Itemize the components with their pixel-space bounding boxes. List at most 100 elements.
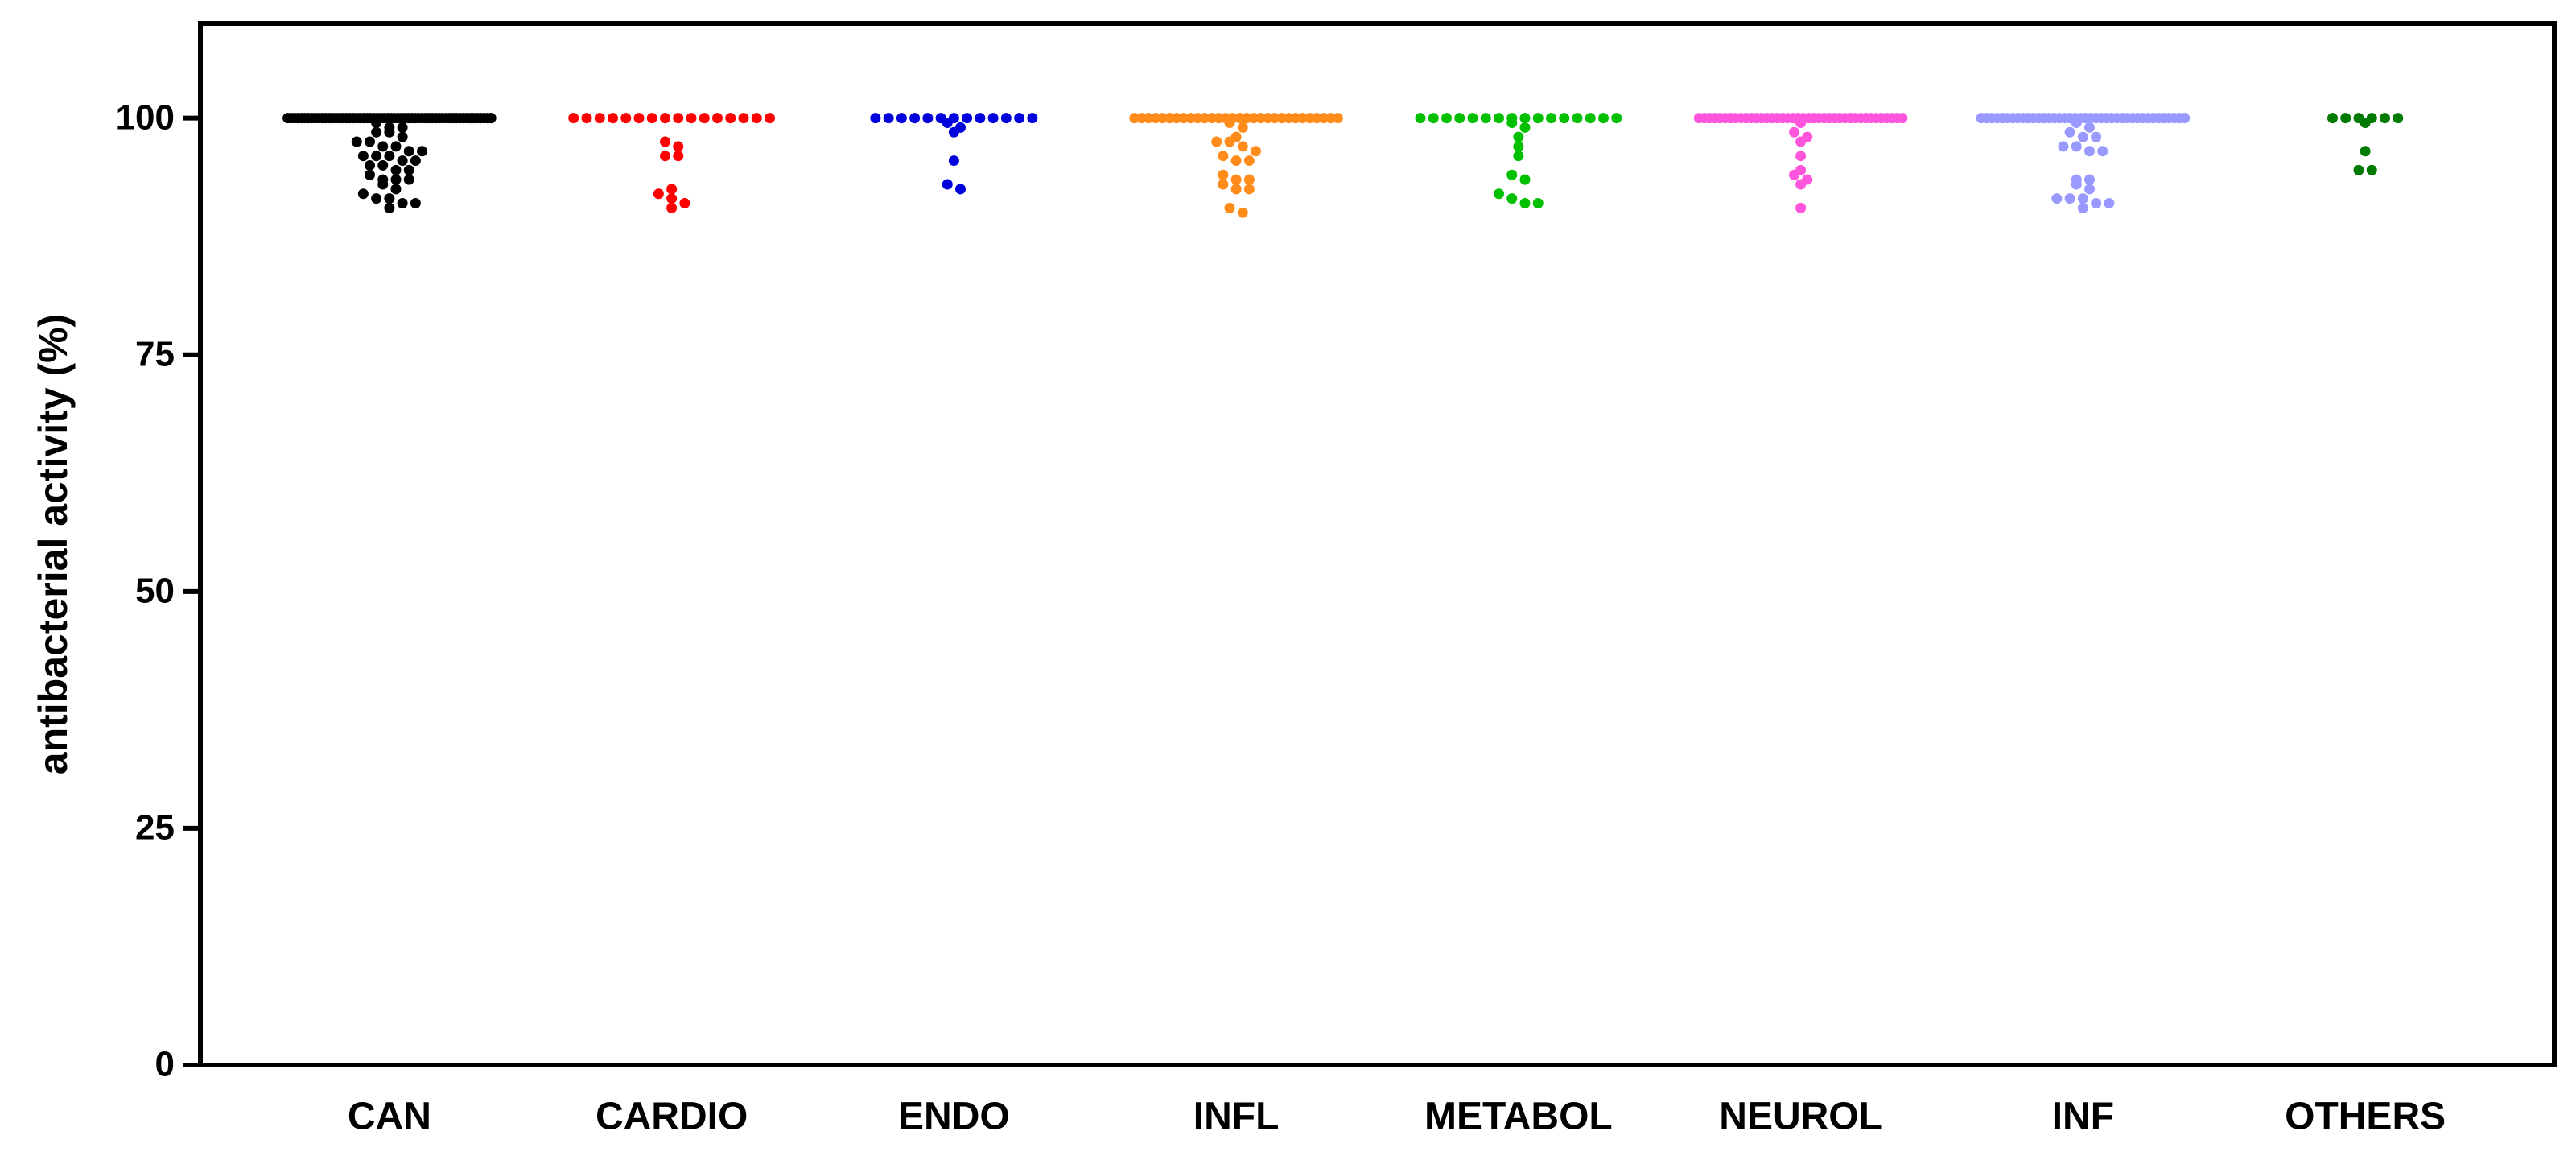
data-point <box>377 179 389 190</box>
data-point <box>377 159 389 171</box>
data-point <box>2071 141 2082 152</box>
data-point <box>2097 146 2108 157</box>
data-point <box>485 113 497 124</box>
data-point <box>1428 113 1439 124</box>
data-point <box>410 198 421 209</box>
data-point <box>384 202 395 213</box>
data-point <box>673 113 684 124</box>
data-point <box>883 113 894 124</box>
data-point <box>384 193 395 204</box>
data-point <box>1243 174 1255 185</box>
data-point <box>699 113 710 124</box>
y-tick-label: 50 <box>135 571 175 610</box>
data-point <box>2064 193 2075 204</box>
data-point <box>712 113 723 124</box>
data-point <box>390 141 402 152</box>
data-point <box>1243 155 1255 167</box>
data-point <box>1519 198 1531 209</box>
data-point <box>1243 184 1255 195</box>
data-point <box>679 198 690 209</box>
data-point <box>1014 113 1025 124</box>
data-point <box>1795 202 1807 213</box>
data-point <box>390 174 402 185</box>
data-point <box>909 113 921 124</box>
data-point <box>403 146 414 157</box>
data-point <box>1218 179 1229 190</box>
data-point <box>738 113 749 124</box>
data-point <box>1519 113 1531 124</box>
x-tick-label: CAN <box>348 1096 431 1138</box>
data-point <box>397 131 408 142</box>
data-point <box>765 113 776 124</box>
data-point <box>751 113 762 124</box>
data-point <box>1230 184 1242 195</box>
data-point <box>1506 169 1518 180</box>
data-point <box>1506 193 1518 204</box>
data-point <box>1513 151 1524 162</box>
y-tick-label: 75 <box>135 334 175 374</box>
data-point <box>2393 113 2404 124</box>
data-point <box>2077 193 2088 204</box>
data-point <box>403 164 414 175</box>
data-point <box>594 113 605 124</box>
data-point <box>2360 118 2371 129</box>
data-point <box>365 159 376 171</box>
data-point <box>1611 113 1622 124</box>
data-point <box>1000 113 1012 124</box>
plot-frame <box>198 21 2557 1067</box>
data-point <box>896 113 907 124</box>
data-point <box>1493 188 1504 200</box>
data-point <box>975 113 986 124</box>
data-point <box>1440 113 1452 124</box>
data-point <box>390 164 402 175</box>
data-point <box>646 113 657 124</box>
data-point <box>1788 169 1799 180</box>
data-point <box>942 118 953 129</box>
data-point <box>870 113 881 124</box>
data-point <box>1493 113 1504 124</box>
data-point <box>2083 184 2095 195</box>
x-tick-label: NEUROL <box>1719 1096 1882 1138</box>
data-point <box>633 113 645 124</box>
data-point <box>2379 113 2390 124</box>
data-point <box>371 193 382 204</box>
data-point <box>1795 151 1807 162</box>
data-point <box>2071 118 2082 129</box>
x-tick-label: INFL <box>1193 1096 1280 1138</box>
data-point <box>1230 155 1242 167</box>
data-point <box>1585 113 1596 124</box>
data-point <box>922 113 934 124</box>
data-point <box>2104 198 2115 209</box>
data-point <box>1237 122 1248 133</box>
data-point <box>987 113 999 124</box>
data-point <box>1597 113 1609 124</box>
data-point <box>1211 136 1222 147</box>
data-point <box>371 151 382 162</box>
data-point <box>686 113 697 124</box>
data-point <box>2058 141 2069 152</box>
data-point <box>371 118 382 129</box>
data-point <box>666 193 678 204</box>
data-point <box>948 126 959 138</box>
data-point <box>2179 113 2191 124</box>
data-point <box>673 141 684 152</box>
x-tick-label: CARDIO <box>596 1096 748 1138</box>
data-point <box>2360 146 2371 157</box>
data-point <box>357 188 369 200</box>
data-point <box>1218 151 1229 162</box>
data-point <box>397 198 408 209</box>
data-point <box>390 184 402 195</box>
data-point <box>1788 126 1799 138</box>
data-point <box>371 126 382 138</box>
data-point <box>2091 198 2102 209</box>
data-point <box>1027 113 1038 124</box>
data-point <box>1251 146 1262 157</box>
data-point <box>660 136 671 147</box>
data-point <box>2083 122 2095 133</box>
data-point <box>2077 202 2088 213</box>
data-point <box>1795 179 1807 190</box>
data-point <box>1224 136 1235 147</box>
data-point <box>725 113 736 124</box>
data-point <box>2091 131 2102 142</box>
